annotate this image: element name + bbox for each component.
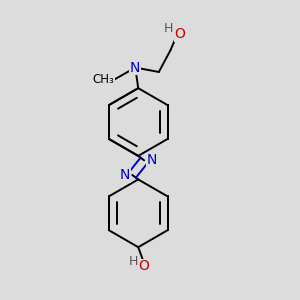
Text: O: O (175, 27, 185, 41)
Text: N: N (130, 61, 140, 75)
Text: O: O (139, 259, 149, 273)
Text: CH₃: CH₃ (92, 73, 114, 86)
Text: N: N (146, 153, 157, 167)
Text: H: H (129, 255, 139, 268)
Text: H: H (164, 22, 173, 35)
Text: N: N (120, 168, 130, 182)
